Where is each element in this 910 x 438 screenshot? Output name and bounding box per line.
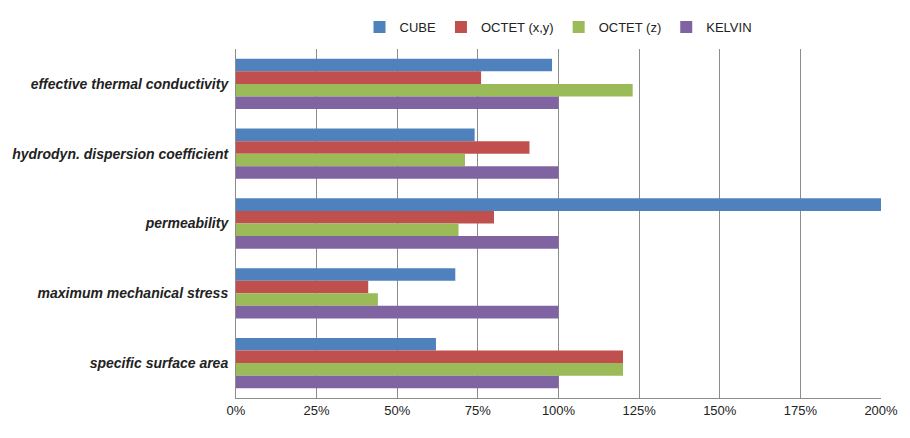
svg-text:50%: 50%: [384, 403, 410, 418]
svg-text:permeability: permeability: [145, 215, 230, 231]
svg-text:150%: 150%: [703, 403, 737, 418]
svg-text:75%: 75%: [465, 403, 491, 418]
svg-text:hydrodyn. dispersion coefficie: hydrodyn. dispersion coefficient: [12, 146, 229, 162]
svg-text:200%: 200%: [864, 403, 898, 418]
svg-text:KELVIN: KELVIN: [706, 20, 751, 35]
svg-text:125%: 125%: [623, 403, 657, 418]
svg-text:maximum mechanical stress: maximum mechanical stress: [38, 285, 229, 301]
svg-text:175%: 175%: [784, 403, 818, 418]
svg-text:effective thermal conductivity: effective thermal conductivity: [31, 76, 230, 92]
svg-text:25%: 25%: [304, 403, 330, 418]
svg-text:0%: 0%: [227, 403, 246, 418]
svg-text:100%: 100%: [542, 403, 576, 418]
svg-text:specific surface area: specific surface area: [90, 355, 229, 371]
svg-text:OCTET (x,y): OCTET (x,y): [481, 20, 554, 35]
svg-text:OCTET (z): OCTET (z): [599, 20, 662, 35]
svg-text:CUBE: CUBE: [400, 20, 436, 35]
